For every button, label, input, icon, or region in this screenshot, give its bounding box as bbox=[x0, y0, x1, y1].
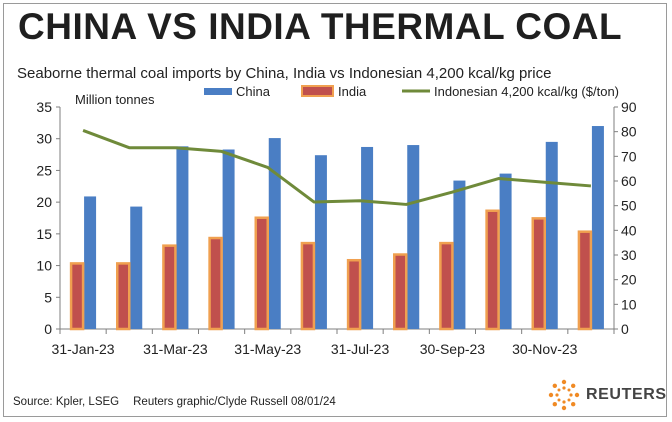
left-axis-tick-label: 25 bbox=[36, 162, 52, 178]
right-axis-tick-label: 10 bbox=[621, 296, 637, 312]
left-axis-tick-label: 0 bbox=[44, 321, 52, 337]
right-axis-tick-label: 60 bbox=[621, 173, 637, 189]
left-axis-tick-label: 10 bbox=[36, 258, 52, 274]
left-axis-label: Million tonnes bbox=[75, 92, 155, 107]
x-axis-tick-label: 31-Jul-23 bbox=[331, 341, 390, 357]
reuters-logo: REUTERS bbox=[548, 379, 667, 411]
china-bar bbox=[453, 180, 466, 329]
reuters-wordmark: REUTERS bbox=[586, 386, 667, 403]
china-bar bbox=[130, 206, 143, 329]
x-axis-tick-label: 31-Jan-23 bbox=[52, 341, 115, 357]
legend: China India Indonesian 4,200 kcal/kg ($/… bbox=[204, 84, 619, 99]
right-axis-tick-label: 80 bbox=[621, 124, 637, 140]
reuters-dots-icon bbox=[548, 379, 580, 411]
right-axis-tick-label: 0 bbox=[621, 321, 629, 337]
china-bar bbox=[361, 146, 374, 329]
china-bar bbox=[545, 141, 558, 329]
china-bar bbox=[591, 126, 604, 330]
source-text: Source: Kpler, LSEG bbox=[13, 396, 120, 408]
legend-swatch-india bbox=[301, 85, 334, 97]
china-bar bbox=[314, 155, 327, 329]
india-bar bbox=[254, 216, 269, 331]
legend-label-india: India bbox=[338, 84, 367, 99]
india-bar bbox=[69, 262, 85, 331]
india-bar bbox=[300, 241, 316, 331]
source-line: Source: Kpler, LSEG Reuters graphic/Clyde… bbox=[13, 396, 350, 408]
right-axis-tick-label: 50 bbox=[621, 198, 637, 214]
china-bar bbox=[84, 196, 97, 329]
china-bar bbox=[176, 146, 189, 329]
chart-title: CHINA VS INDIA THERMAL COAL bbox=[18, 6, 623, 47]
right-axis-tick-label: 70 bbox=[621, 148, 637, 164]
right-axis-tick-label: 30 bbox=[621, 247, 637, 263]
chart-subtitle: Seaborne thermal coal imports by China, … bbox=[17, 65, 552, 82]
right-axis-tick-label: 40 bbox=[621, 222, 637, 238]
china-bar bbox=[499, 173, 512, 329]
india-bar bbox=[531, 217, 546, 331]
india-bar bbox=[393, 253, 408, 331]
china-bar bbox=[222, 149, 235, 329]
china-bar bbox=[407, 145, 420, 329]
x-axis-tick-label: 31-May-23 bbox=[234, 341, 301, 357]
right-axis-tick-label: 20 bbox=[621, 272, 637, 288]
x-axis-tick-label: 30-Sep-23 bbox=[420, 341, 486, 357]
x-axis-tick-label: 31-Mar-23 bbox=[143, 341, 208, 357]
credit-text: Reuters graphic/Clyde Russell 08/01/24 bbox=[133, 396, 336, 408]
india-bar bbox=[577, 230, 593, 331]
india-bar bbox=[162, 244, 177, 331]
left-axis-tick-label: 20 bbox=[36, 194, 52, 210]
legend-label-china: China bbox=[236, 84, 271, 99]
indonesian-price-line bbox=[82, 129, 592, 206]
left-axis-tick-label: 30 bbox=[36, 131, 52, 147]
left-axis-tick-label: 15 bbox=[36, 226, 52, 242]
right-axis-tick-label: 90 bbox=[621, 99, 637, 115]
x-axis-tick-label: 30-Nov-23 bbox=[512, 341, 578, 357]
india-bar bbox=[208, 236, 223, 331]
china-bar bbox=[268, 138, 281, 329]
left-axis-tick-label: 5 bbox=[44, 289, 52, 305]
left-axis-tick-label: 35 bbox=[36, 99, 52, 115]
india-bar bbox=[346, 258, 362, 331]
legend-label-price: Indonesian 4,200 kcal/kg ($/ton) bbox=[434, 84, 619, 99]
india-bar bbox=[439, 241, 454, 331]
india-bar bbox=[116, 262, 131, 331]
legend-swatch-china bbox=[204, 88, 232, 95]
india-bar bbox=[485, 209, 500, 331]
